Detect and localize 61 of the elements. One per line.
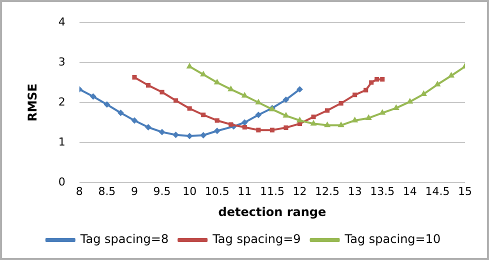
x-tick-label: 12 xyxy=(292,184,307,198)
x-tick-label: 8.5 xyxy=(98,184,116,198)
point xyxy=(145,124,152,130)
point xyxy=(214,118,220,123)
point xyxy=(311,114,316,120)
point xyxy=(132,118,138,124)
y-tick-label: 2 xyxy=(58,95,66,108)
x-tick-label: 11 xyxy=(238,184,252,198)
point xyxy=(242,124,247,130)
point xyxy=(160,90,164,94)
x-tick-label: 14 xyxy=(402,184,417,198)
point xyxy=(214,128,220,134)
x-tick-label: 13 xyxy=(348,184,362,198)
point xyxy=(228,122,234,127)
point xyxy=(104,102,110,108)
point xyxy=(352,92,358,98)
y-tick-label: 3 xyxy=(58,55,66,68)
x-tick-label: 10.5 xyxy=(204,184,230,198)
point xyxy=(324,122,330,128)
point xyxy=(256,128,261,132)
point xyxy=(201,112,206,118)
point xyxy=(256,112,262,118)
point xyxy=(310,120,316,126)
point xyxy=(284,125,288,130)
point xyxy=(132,75,137,80)
point xyxy=(338,101,344,106)
x-tick-label: 15 xyxy=(458,184,472,198)
point xyxy=(296,86,303,92)
legend-label: Tag spacing=9 xyxy=(212,232,301,246)
point xyxy=(174,98,178,103)
point xyxy=(270,128,274,132)
x-tick-label: 12.5 xyxy=(315,184,340,198)
y-tick-label: 4 xyxy=(58,15,66,28)
x-tick-label: 8 xyxy=(76,184,83,198)
y-tick-label: 1 xyxy=(58,135,66,148)
point xyxy=(325,108,330,113)
point xyxy=(173,132,179,138)
point xyxy=(90,94,96,100)
point xyxy=(380,77,385,82)
x-tick-label: 13.5 xyxy=(370,184,395,198)
legend-label: Tag spacing=10 xyxy=(344,232,441,246)
point xyxy=(186,133,192,139)
x-tick-label: 9.5 xyxy=(153,184,171,198)
point xyxy=(283,96,289,103)
y-axis-title: RMSE xyxy=(25,83,40,122)
legend-label: Tag spacing=8 xyxy=(79,232,169,246)
point xyxy=(146,83,151,88)
x-tick-label: 14.5 xyxy=(425,184,450,198)
x-tick-label: 11.5 xyxy=(260,184,284,198)
point xyxy=(159,129,165,135)
point xyxy=(242,120,248,126)
y-tick-label: 0 xyxy=(58,175,66,188)
x-axis-title: detection range xyxy=(218,204,326,219)
x-tick-label: 9 xyxy=(130,184,138,198)
point xyxy=(364,88,368,92)
point xyxy=(187,106,192,111)
x-tick-label: 10 xyxy=(182,184,197,198)
point xyxy=(200,132,206,138)
point xyxy=(118,110,124,116)
point xyxy=(369,80,374,85)
point xyxy=(374,77,380,82)
